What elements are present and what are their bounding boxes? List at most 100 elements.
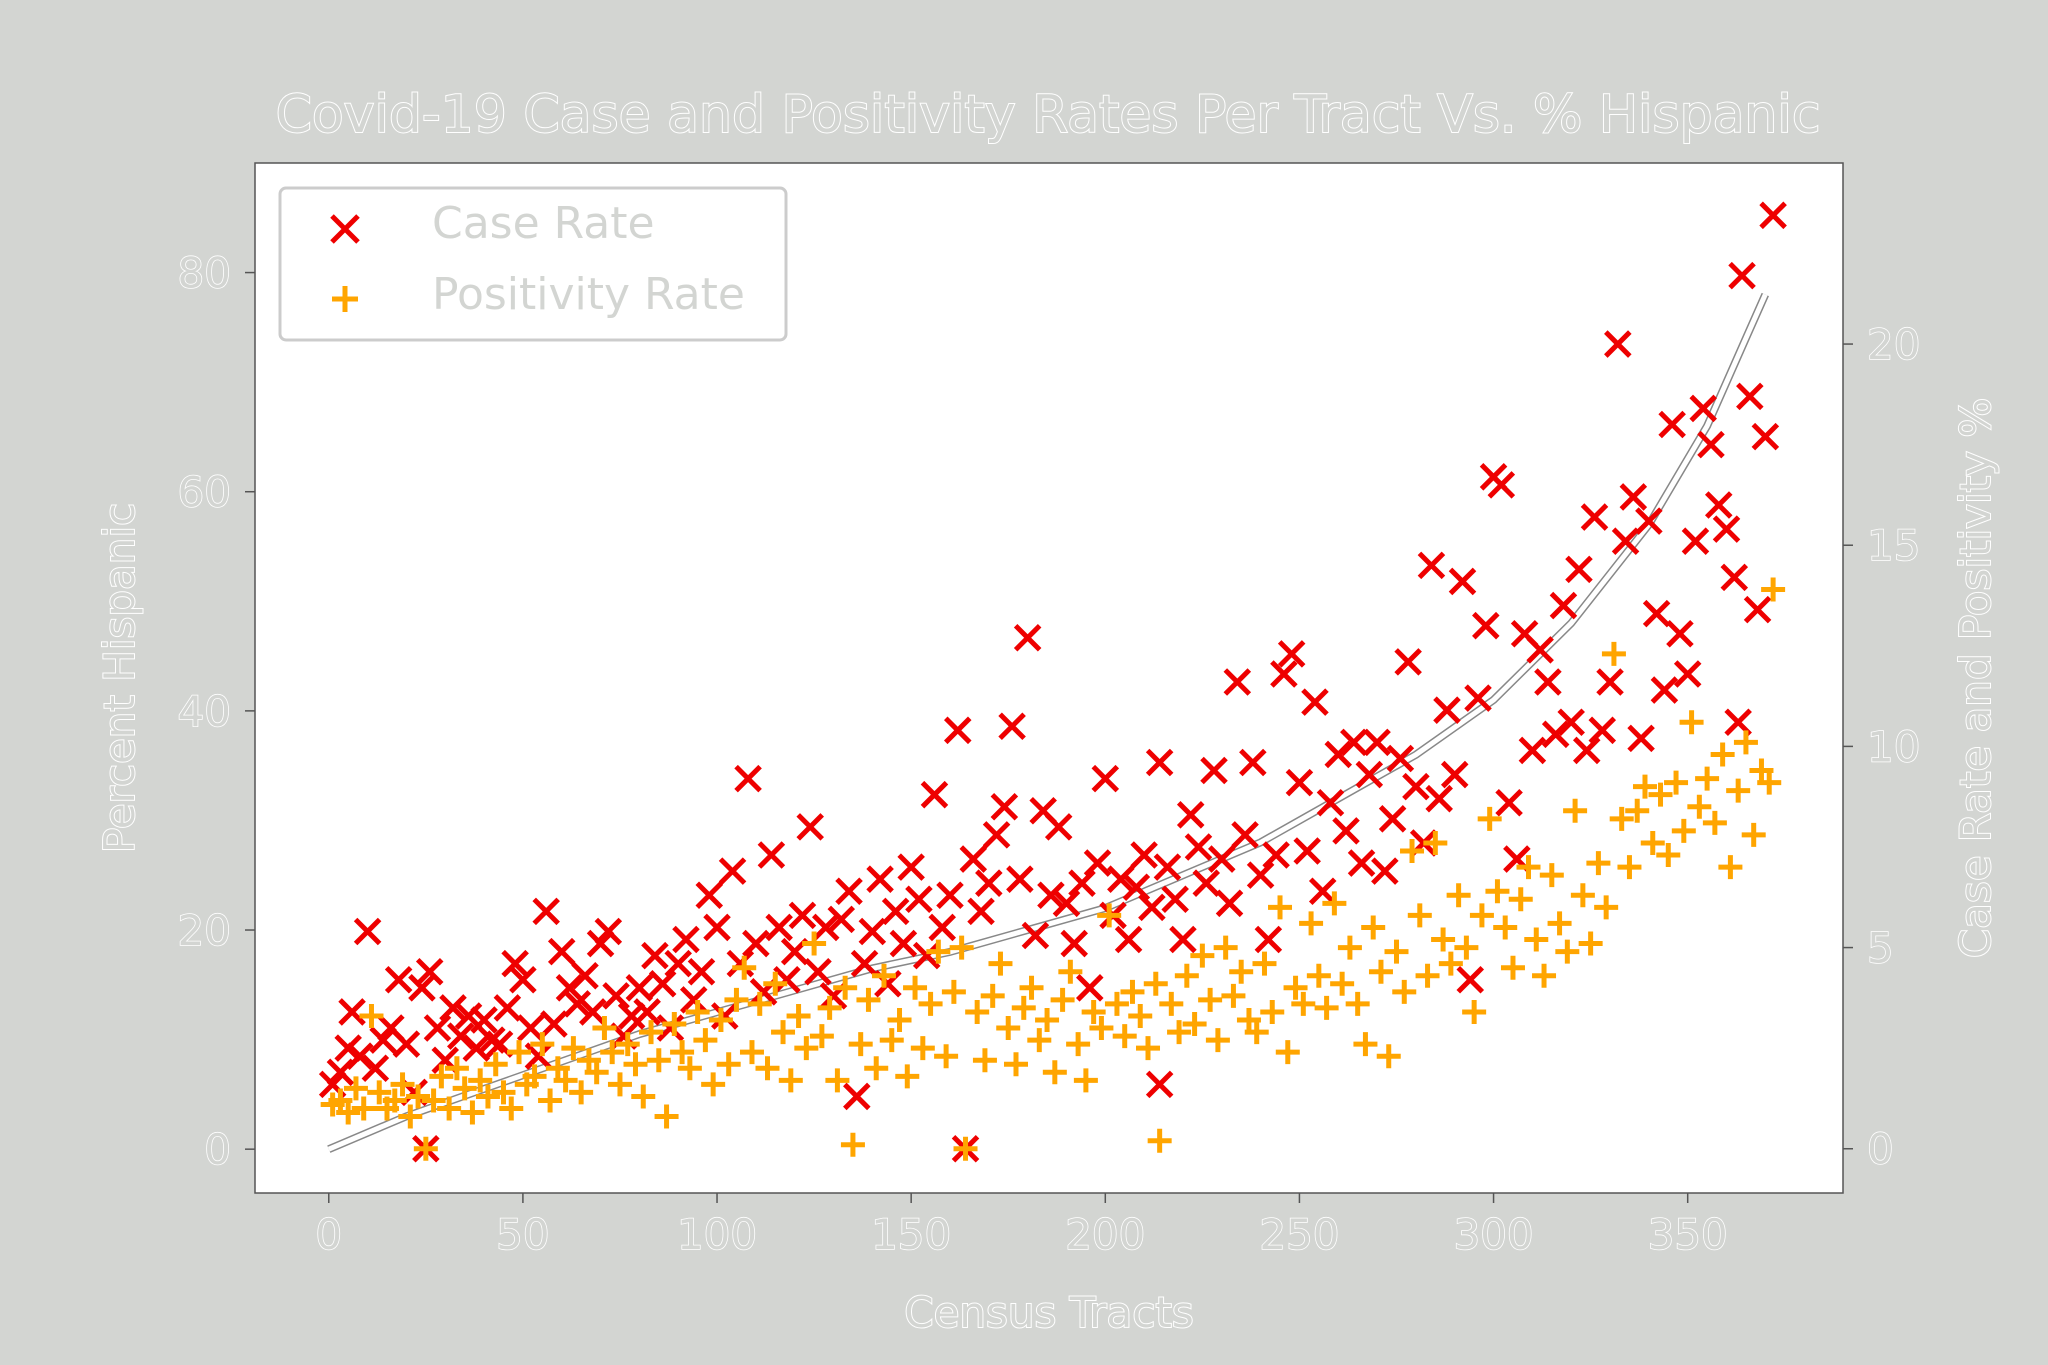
case-point-138: [1371, 857, 1399, 885]
case-point-37: [594, 917, 623, 946]
y-right-tick-label: 15: [1867, 521, 1920, 570]
positivity-point-52: [724, 987, 749, 1012]
case-point-3: [338, 998, 366, 1026]
case-point-94: [1037, 881, 1065, 910]
case-point-142: [1402, 772, 1430, 801]
case-point-178: [1681, 527, 1710, 555]
case-point-113: [1176, 801, 1205, 829]
positivity-point-47: [685, 999, 710, 1024]
case-point-53: [718, 857, 747, 885]
positivity-point-74: [895, 1064, 920, 1089]
positivity-point-73: [887, 1007, 912, 1032]
case-point-146: [1433, 696, 1461, 724]
positivity-point-23: [499, 1096, 524, 1121]
case-point-42: [633, 998, 661, 1026]
positivity-point-29: [545, 1056, 570, 1081]
case-point-175: [1658, 410, 1686, 439]
positivity-point-173: [1664, 770, 1689, 795]
positivity-point-168: [1625, 798, 1650, 823]
case-point-183: [1720, 563, 1749, 592]
case-point-169: [1611, 527, 1640, 555]
case-point-10: [392, 1030, 421, 1058]
positivity-point-88: [1004, 1052, 1028, 1077]
case-point-25: [501, 949, 529, 978]
positivity-point-159: [1555, 939, 1580, 964]
positivity-point-130: [1330, 971, 1355, 996]
positivity-point-12: [413, 1136, 438, 1161]
positivity-point-51: [716, 1052, 741, 1077]
case-point-15: [423, 1014, 452, 1042]
case-point-109: [1145, 1070, 1174, 1099]
positivity-point-35: [592, 1016, 617, 1041]
positivity-point-182: [1733, 730, 1758, 755]
case-point-150: [1464, 684, 1492, 712]
positivity-point-86: [988, 951, 1013, 976]
positivity-point-137: [1384, 939, 1409, 964]
positivity-point-94: [1050, 987, 1075, 1012]
positivity-point-4: [351, 1096, 376, 1121]
positivity-point-75: [903, 975, 928, 1000]
case-point-161: [1549, 591, 1578, 620]
case-point-30: [540, 1010, 568, 1038]
positivity-point-37: [607, 1072, 632, 1097]
case-point-104: [1114, 925, 1143, 954]
case-point-97: [1060, 929, 1089, 958]
case-point-59: [765, 913, 793, 942]
positivity-point-179: [1710, 742, 1735, 767]
positivity-point-79: [934, 1044, 959, 1069]
case-point-95: [1044, 813, 1073, 841]
positivity-point-160: [1563, 798, 1588, 823]
case-point-47: [672, 925, 700, 954]
case-point-179: [1689, 394, 1717, 423]
positivity-point-143: [1431, 927, 1456, 952]
positivity-point-142: [1423, 830, 1448, 855]
positivity-point-109: [1167, 1020, 1192, 1045]
case-point-21: [470, 1006, 498, 1034]
case-point-115: [1192, 869, 1221, 897]
positivity-point-6: [367, 1080, 392, 1105]
case-point-139: [1378, 805, 1407, 833]
x-tick-label: 300: [1453, 1210, 1533, 1259]
case-point-41: [625, 974, 654, 1002]
positivity-point-57: [763, 971, 788, 996]
case-point-114: [1184, 833, 1213, 861]
positivity-point-24: [507, 1040, 532, 1065]
positivity-point-95: [1058, 959, 1083, 984]
positivity-point-30: [553, 1068, 578, 1093]
case-point-44: [648, 970, 677, 998]
positivity-point-76: [910, 1036, 935, 1061]
case-point-80: [928, 913, 956, 942]
positivity-point-87: [996, 1016, 1021, 1041]
case-point-127: [1285, 768, 1314, 797]
positivity-point-78: [926, 939, 951, 964]
positivity-point-101: [1104, 991, 1129, 1016]
positivity-point-124: [1283, 975, 1308, 1000]
case-point-45: [656, 1014, 685, 1042]
case-point-54: [726, 949, 755, 978]
case-point-119: [1223, 668, 1252, 696]
positivity-point-171: [1648, 782, 1673, 807]
positivity-point-178: [1702, 810, 1727, 835]
case-rate-points: [318, 201, 1787, 1163]
positivity-point-61: [794, 1036, 819, 1061]
positivity-point-154: [1516, 855, 1541, 880]
positivity-point-153: [1508, 887, 1533, 912]
chart-title: Covid-19 Case and Positivity Rates Per T…: [276, 85, 1821, 145]
case-point-112: [1169, 925, 1197, 954]
positivity-point-69: [856, 987, 881, 1012]
positivity-point-43: [654, 1104, 679, 1129]
case-point-144: [1417, 551, 1446, 580]
positivity-point-120: [1252, 951, 1277, 976]
case-point-167: [1596, 668, 1624, 696]
case-point-180: [1697, 430, 1725, 459]
positivity-point-185: [1757, 770, 1782, 795]
positivity-point-22: [491, 1080, 516, 1105]
y-left-tick-label: 0: [204, 1125, 231, 1174]
positivity-point-136: [1376, 1044, 1401, 1069]
positivity-point-38: [615, 1032, 640, 1057]
case-point-107: [1138, 893, 1166, 922]
legend-case-label: Case Rate: [432, 198, 655, 249]
positivity-point-156: [1532, 963, 1557, 988]
positivity-point-129: [1322, 891, 1347, 916]
case-point-137: [1363, 728, 1391, 757]
